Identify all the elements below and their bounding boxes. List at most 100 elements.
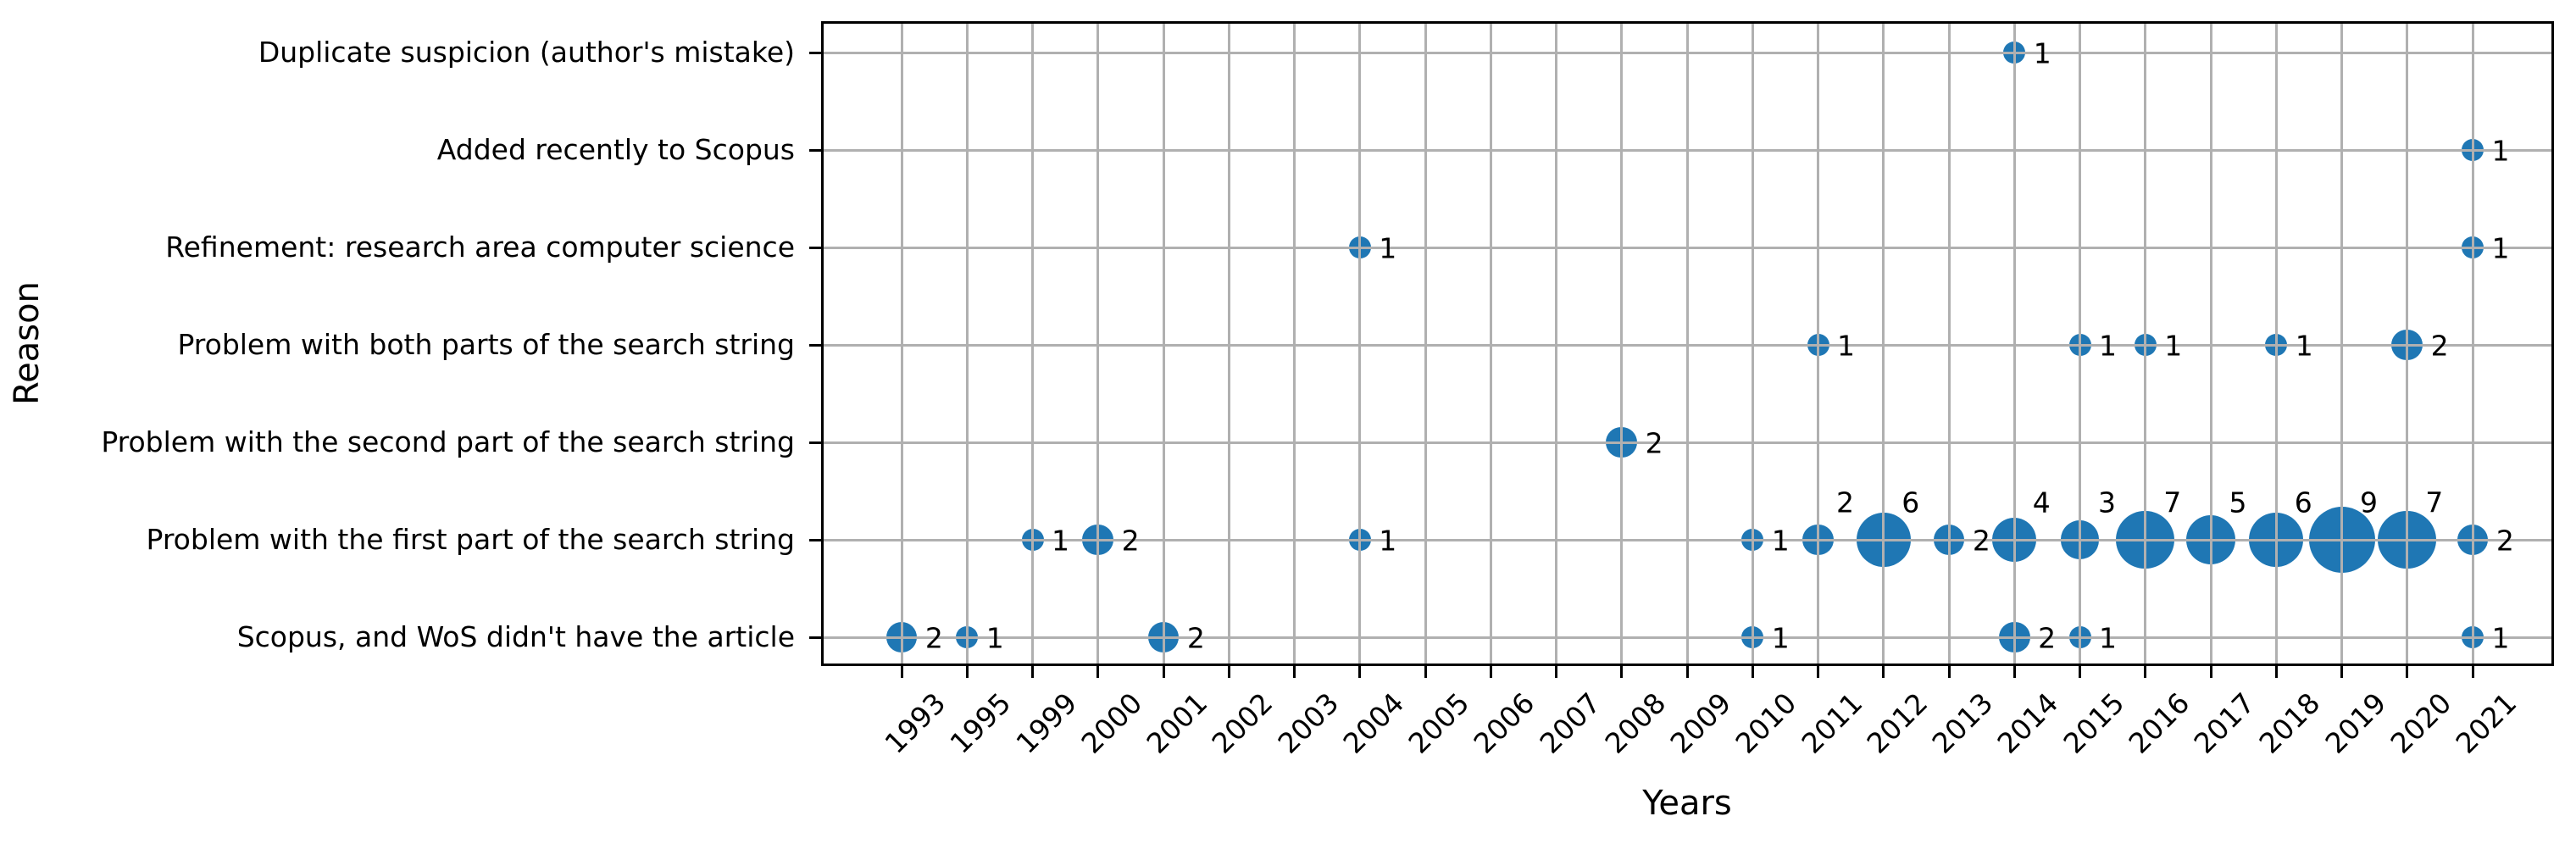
count-label: 5 xyxy=(2229,486,2247,519)
count-label: 7 xyxy=(2425,486,2444,519)
x-tick xyxy=(1882,666,1885,678)
x-tick xyxy=(1947,666,1951,678)
x-tick xyxy=(965,666,969,678)
x-tick-label: 2003 xyxy=(1270,686,1345,760)
count-label: 1 xyxy=(2491,134,2510,168)
count-label: 1 xyxy=(2099,621,2117,655)
count-label: 1 xyxy=(1379,524,1397,558)
x-tick-label: 2008 xyxy=(1598,686,1673,760)
y-tick xyxy=(809,148,821,152)
x-tick xyxy=(1031,666,1034,678)
x-tick-label: 2010 xyxy=(1729,686,1803,760)
y-tick-label: Added recently to Scopus xyxy=(436,133,795,166)
x-tick-label: 2015 xyxy=(2056,686,2130,760)
x-tick-label: 2014 xyxy=(1990,686,2065,760)
x-tick xyxy=(2274,666,2278,678)
count-label: 1 xyxy=(2033,36,2051,70)
x-tick xyxy=(1358,666,1362,678)
x-tick xyxy=(2471,666,2474,678)
x-tick xyxy=(2079,666,2081,678)
count-label: 1 xyxy=(1771,621,1790,655)
x-tick xyxy=(2012,666,2016,678)
x-tick-label: 2012 xyxy=(1860,686,1935,760)
y-tick xyxy=(809,636,821,639)
count-label: 1 xyxy=(985,621,1004,655)
count-label: 6 xyxy=(2294,486,2312,519)
x-tick-label: 2001 xyxy=(1140,686,1214,760)
count-label: 1 xyxy=(2491,231,2510,265)
x-tick-label: 2013 xyxy=(1925,686,2000,760)
count-label: 2 xyxy=(2038,621,2057,655)
count-label: 1 xyxy=(2164,329,2183,363)
x-tick-label: 1995 xyxy=(943,686,1018,760)
count-label: 2 xyxy=(2496,524,2514,558)
count-label: 2 xyxy=(924,621,943,655)
count-label: 1 xyxy=(1837,329,1855,363)
x-tick-label: 2004 xyxy=(1336,686,1411,760)
count-label: 4 xyxy=(2032,486,2051,519)
horizontal-gridline xyxy=(824,538,2551,541)
x-tick-label: 1993 xyxy=(878,686,952,760)
count-label: 1 xyxy=(2099,329,2117,363)
count-label: 9 xyxy=(2360,486,2378,519)
x-tick xyxy=(1685,666,1689,678)
count-label: 2 xyxy=(1121,524,1140,558)
count-label: 6 xyxy=(1901,486,1920,519)
x-tick xyxy=(1293,666,1296,678)
y-tick xyxy=(809,246,821,249)
y-tick xyxy=(809,441,821,444)
x-tick-label: 2005 xyxy=(1402,686,1476,760)
y-tick-label: Problem with the second part of the sear… xyxy=(101,425,795,458)
y-tick xyxy=(809,343,821,347)
count-label: 1 xyxy=(1052,524,1069,558)
x-tick-label: 2021 xyxy=(2449,686,2523,760)
x-tick-label: 2009 xyxy=(1663,686,1738,760)
count-label: 1 xyxy=(1771,524,1790,558)
x-tick-label: 2018 xyxy=(2252,686,2327,760)
x-tick xyxy=(1162,666,1165,678)
x-tick xyxy=(2209,666,2212,678)
x-tick-label: 2016 xyxy=(2122,686,2196,760)
x-tick xyxy=(1424,666,1427,678)
y-tick-label: Refinement: research area computer scien… xyxy=(165,230,795,264)
x-tick xyxy=(1489,666,1492,678)
count-label: 2 xyxy=(1645,426,1663,460)
x-tick-label: 2017 xyxy=(2187,686,2262,760)
x-tick-label: 2007 xyxy=(1532,686,1607,760)
x-tick-label: 2006 xyxy=(1467,686,1541,760)
x-tick xyxy=(900,666,903,678)
count-label: 1 xyxy=(1379,231,1397,265)
horizontal-gridline xyxy=(824,246,2551,249)
y-tick-label: Duplicate suspicion (author's mistake) xyxy=(258,36,795,69)
count-label: 7 xyxy=(2163,486,2182,519)
count-label: 2 xyxy=(1836,486,1854,519)
count-label: 2 xyxy=(1186,621,1205,655)
x-tick xyxy=(1817,666,1819,678)
x-tick-label: 2019 xyxy=(2318,686,2392,760)
y-tick-label: Problem with both parts of the search st… xyxy=(177,328,795,361)
x-tick-label: 2002 xyxy=(1205,686,1280,760)
y-tick xyxy=(809,51,821,54)
x-tick xyxy=(1227,666,1230,678)
y-tick-label: Scopus, and WoS didn't have the article xyxy=(236,620,795,653)
y-tick-label: Problem with the first part of the searc… xyxy=(146,523,795,556)
x-tick-label: 2020 xyxy=(2384,686,2458,760)
horizontal-gridline xyxy=(824,636,2551,639)
horizontal-gridline xyxy=(824,343,2551,347)
count-label: 3 xyxy=(2098,486,2116,519)
x-axis-title: Years xyxy=(1642,784,1732,823)
y-tick xyxy=(809,538,821,541)
x-tick xyxy=(1555,666,1557,678)
horizontal-gridline xyxy=(824,441,2551,444)
count-label: 1 xyxy=(2491,621,2510,655)
x-tick xyxy=(2144,666,2147,678)
x-tick xyxy=(1620,666,1624,678)
plot-area: 1 1 1 1 1 1 1 1 2 2 1 2 1 1 2 6 2 4 3 7 5 6 9 7 2 2 1 2 1 2 1 1 xyxy=(824,24,2551,664)
x-tick-label: 2011 xyxy=(1794,686,1868,760)
x-tick xyxy=(2406,666,2409,678)
x-tick xyxy=(2340,666,2343,678)
x-tick-label: 1999 xyxy=(1008,686,1083,760)
x-tick xyxy=(1751,666,1754,678)
count-label: 1 xyxy=(2295,329,2313,363)
